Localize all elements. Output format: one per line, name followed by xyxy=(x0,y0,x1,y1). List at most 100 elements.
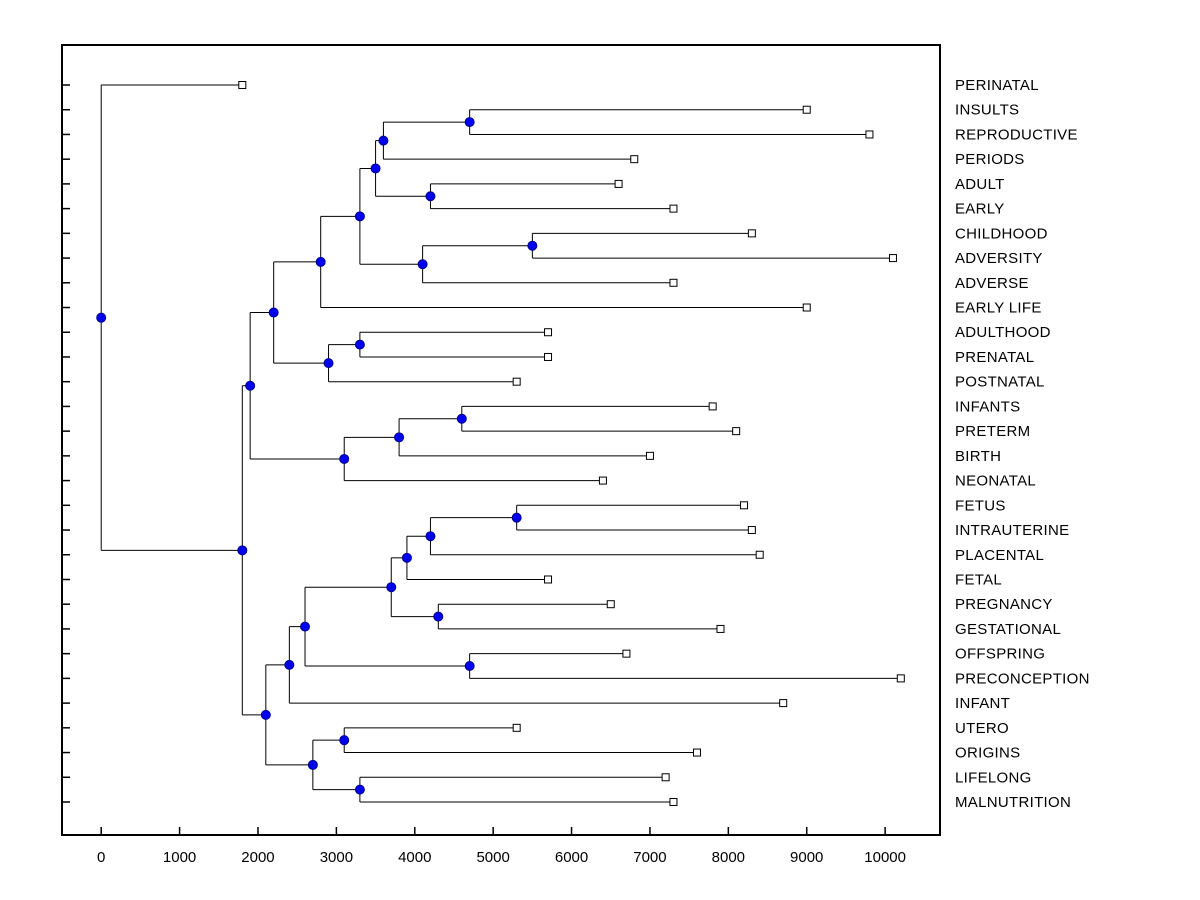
x-tick-label: 7000 xyxy=(633,849,666,866)
internal-node-marker xyxy=(260,709,271,720)
leaf-label: FETAL xyxy=(955,571,1002,588)
internal-node-marker xyxy=(425,531,436,542)
internal-node-marker xyxy=(511,512,522,523)
leaf-marker xyxy=(544,352,553,361)
leaf-marker xyxy=(669,797,678,806)
leaf-label: POSTNATAL xyxy=(955,374,1045,391)
internal-node-marker xyxy=(307,759,318,770)
leaf-marker xyxy=(740,501,749,510)
x-tick-label: 0 xyxy=(97,849,105,866)
leaf-marker xyxy=(802,303,811,312)
internal-node-marker xyxy=(268,307,279,318)
leaf-label: ADVERSITY xyxy=(955,250,1043,267)
x-tick-label: 9000 xyxy=(790,849,823,866)
leaf-label: NEONATAL xyxy=(955,473,1036,490)
internal-node-marker xyxy=(386,582,397,593)
leaf-label: PRECONCEPTION xyxy=(955,670,1090,687)
leaf-label: ADULT xyxy=(955,176,1005,193)
leaf-marker xyxy=(598,476,607,485)
leaf-marker xyxy=(544,575,553,584)
leaf-label: UTERO xyxy=(955,720,1009,737)
leaf-marker xyxy=(865,130,874,139)
leaf-marker xyxy=(512,723,521,732)
leaf-marker xyxy=(802,105,811,114)
internal-node-marker xyxy=(245,380,256,391)
internal-node-marker xyxy=(339,735,350,746)
leaf-marker xyxy=(755,550,764,559)
leaf-label: PREGNANCY xyxy=(955,596,1053,613)
leaf-label: INFANT xyxy=(955,695,1010,712)
leaf-label: ADULTHOOD xyxy=(955,324,1051,341)
leaf-label: EARLY xyxy=(955,201,1005,218)
leaf-label: INSULTS xyxy=(955,102,1019,119)
internal-node-marker xyxy=(315,256,326,267)
leaf-marker xyxy=(630,155,639,164)
x-tick-label: 2000 xyxy=(241,849,274,866)
x-tick-label: 5000 xyxy=(476,849,509,866)
leaf-marker xyxy=(614,179,623,188)
internal-node-marker xyxy=(339,453,350,464)
leaf-label: FETUS xyxy=(955,497,1006,514)
x-tick-label: 8000 xyxy=(712,849,745,866)
internal-node-marker xyxy=(456,413,467,424)
internal-node-marker xyxy=(284,659,295,670)
leaf-marker xyxy=(238,81,247,89)
leaf-label: PLACENTAL xyxy=(955,547,1044,564)
x-tick-label: 3000 xyxy=(320,849,353,866)
leaf-marker xyxy=(661,773,670,782)
internal-node-marker xyxy=(354,339,365,350)
leaf-label: PERIODS xyxy=(955,151,1025,168)
leaf-label: EARLY LIFE xyxy=(955,300,1042,317)
leaf-marker xyxy=(708,402,717,411)
leaf-label: BIRTH xyxy=(955,448,1001,465)
leaf-marker xyxy=(512,377,521,386)
internal-node-marker xyxy=(323,358,334,369)
leaf-marker xyxy=(747,526,756,535)
leaf-label: OFFSPRING xyxy=(955,646,1045,663)
internal-node-marker xyxy=(464,117,475,128)
leaf-marker xyxy=(692,748,701,757)
leaf-marker xyxy=(669,278,678,287)
internal-node-marker xyxy=(378,135,389,146)
leaf-label: ORIGINS xyxy=(955,745,1020,762)
leaf-label: ADVERSE xyxy=(955,275,1029,292)
internal-node-marker xyxy=(354,211,365,222)
axes-box xyxy=(61,44,941,836)
leaf-label: INTRAUTERINE xyxy=(955,522,1069,539)
leaf-marker xyxy=(732,427,741,436)
internal-node-marker xyxy=(96,312,107,323)
internal-node-marker xyxy=(370,163,381,174)
leaf-label: PRETERM xyxy=(955,423,1030,440)
x-tick-label: 4000 xyxy=(398,849,431,866)
internal-node-marker xyxy=(237,545,248,556)
leaf-marker xyxy=(645,451,654,460)
leaf-marker xyxy=(747,229,756,238)
leaf-label: GESTATIONAL xyxy=(955,621,1061,638)
leaf-marker xyxy=(544,328,553,337)
leaf-marker xyxy=(896,674,905,683)
leaf-label: PERINATAL xyxy=(955,77,1039,94)
internal-node-marker xyxy=(464,661,475,672)
internal-node-marker xyxy=(527,240,538,251)
leaf-label: REPRODUCTIVE xyxy=(955,126,1078,143)
leaf-marker xyxy=(606,600,615,609)
leaf-marker xyxy=(669,204,678,213)
internal-node-marker xyxy=(300,621,311,632)
leaf-marker xyxy=(888,254,897,263)
internal-node-marker xyxy=(425,191,436,202)
x-tick-label: 6000 xyxy=(555,849,588,866)
internal-node-marker xyxy=(394,432,405,443)
internal-node-marker xyxy=(433,611,444,622)
internal-node-marker xyxy=(401,552,412,563)
leaf-label: PRENATAL xyxy=(955,349,1034,366)
leaf-label: CHILDHOOD xyxy=(955,225,1048,242)
leaf-marker xyxy=(716,624,725,633)
leaf-label: INFANTS xyxy=(955,398,1020,415)
leaf-label: MALNUTRITION xyxy=(955,794,1071,811)
x-tick-label: 10000 xyxy=(864,849,906,866)
internal-node-marker xyxy=(354,784,365,795)
internal-node-marker xyxy=(417,259,428,270)
leaf-marker xyxy=(622,649,631,658)
